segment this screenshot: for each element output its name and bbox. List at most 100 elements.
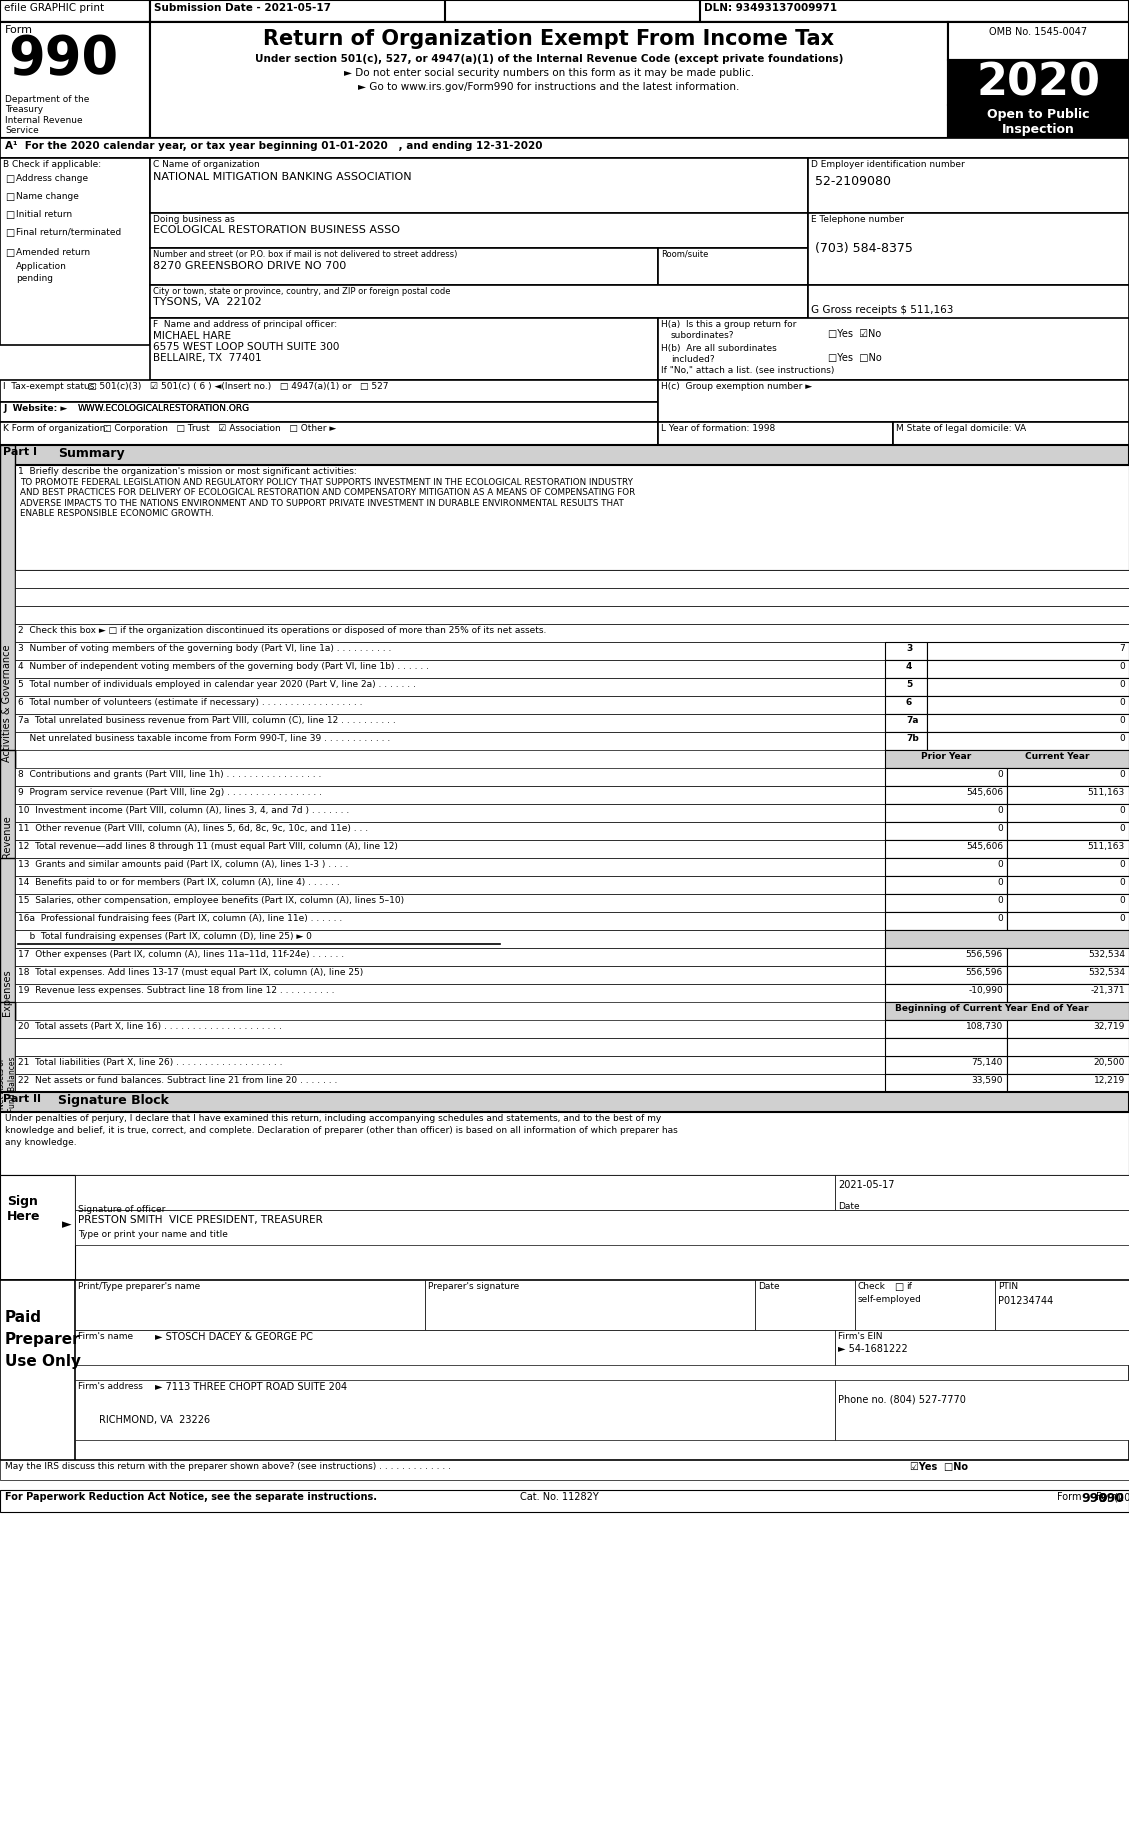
- Text: 0: 0: [1119, 680, 1124, 690]
- Text: 15  Salaries, other compensation, employee benefits (Part IX, column (A), lines : 15 Salaries, other compensation, employe…: [18, 896, 404, 905]
- Text: 0: 0: [997, 878, 1003, 887]
- Text: ► Go to www.irs.gov/Form990 for instructions and the latest information.: ► Go to www.irs.gov/Form990 for instruct…: [358, 81, 739, 92]
- Text: 0: 0: [1119, 896, 1124, 905]
- Bar: [1007, 857, 1129, 876]
- Bar: [425, 1280, 755, 1330]
- Text: 6: 6: [905, 699, 912, 706]
- Bar: [15, 588, 1129, 607]
- Text: if: if: [905, 1282, 912, 1291]
- Text: knowledge and belief, it is true, correct, and complete. Declaration of preparer: knowledge and belief, it is true, correc…: [5, 1127, 677, 1136]
- Bar: [75, 1175, 835, 1210]
- Text: Use Only: Use Only: [5, 1353, 81, 1368]
- Bar: [15, 465, 1129, 570]
- Text: Current Year: Current Year: [1025, 752, 1089, 762]
- Text: City or town, state or province, country, and ZIP or foreign postal code: City or town, state or province, country…: [154, 288, 450, 297]
- Bar: [150, 247, 658, 286]
- Bar: [75, 1330, 835, 1365]
- Bar: [0, 1280, 1129, 1460]
- Bar: [658, 422, 893, 444]
- Bar: [15, 607, 1129, 623]
- Bar: [15, 695, 885, 714]
- Bar: [15, 767, 885, 786]
- Bar: [0, 22, 150, 138]
- Bar: [75, 1379, 835, 1440]
- Text: 6575 WEST LOOP SOUTH SUITE 300: 6575 WEST LOOP SOUTH SUITE 300: [154, 341, 340, 352]
- Bar: [1007, 804, 1129, 822]
- Text: 0: 0: [1119, 915, 1124, 924]
- Text: Sign: Sign: [7, 1195, 38, 1208]
- Bar: [1007, 1020, 1129, 1038]
- Text: Paid: Paid: [5, 1309, 42, 1326]
- Text: 4: 4: [905, 662, 912, 671]
- Text: Date: Date: [838, 1202, 859, 1212]
- Text: WWW.ECOLOGICALRESTORATION.ORG: WWW.ECOLOGICALRESTORATION.ORG: [78, 404, 251, 413]
- Bar: [885, 1001, 1129, 1020]
- Text: TYSONS, VA  22102: TYSONS, VA 22102: [154, 297, 262, 306]
- Bar: [15, 732, 885, 751]
- Text: ►: ►: [62, 1219, 71, 1232]
- Text: 0: 0: [1119, 771, 1124, 778]
- Bar: [0, 1280, 75, 1460]
- Text: Type or print your name and title: Type or print your name and title: [78, 1230, 228, 1239]
- Text: 3  Number of voting members of the governing body (Part VI, line 1a) . . . . . .: 3 Number of voting members of the govern…: [18, 644, 392, 653]
- Bar: [1007, 913, 1129, 929]
- Text: 6  Total number of volunteers (estimate if necessary) . . . . . . . . . . . . . : 6 Total number of volunteers (estimate i…: [18, 699, 362, 706]
- Bar: [755, 1280, 855, 1330]
- Text: ► STOSCH DACEY & GEORGE PC: ► STOSCH DACEY & GEORGE PC: [155, 1331, 313, 1342]
- Bar: [15, 1073, 885, 1092]
- Text: 7a: 7a: [905, 715, 919, 725]
- Text: Phone no. (804) 527-7770: Phone no. (804) 527-7770: [838, 1396, 966, 1405]
- Bar: [885, 732, 927, 751]
- Text: Amended return: Amended return: [16, 247, 90, 256]
- Bar: [885, 642, 927, 660]
- Text: 0: 0: [997, 806, 1003, 815]
- Text: 2021-05-17: 2021-05-17: [838, 1180, 894, 1189]
- Text: DLN: 93493137009971: DLN: 93493137009971: [704, 4, 837, 13]
- Bar: [15, 642, 885, 660]
- Text: 532,534: 532,534: [1088, 968, 1124, 977]
- Text: 990: 990: [1080, 1492, 1108, 1505]
- Text: Department of the
Treasury
Internal Revenue
Service: Department of the Treasury Internal Reve…: [5, 96, 89, 135]
- Text: □ 501(c)(3)   ☑ 501(c) ( 6 ) ◄(Insert no.)   □ 4947(a)(1) or   □ 527: □ 501(c)(3) ☑ 501(c) ( 6 ) ◄(Insert no.)…: [88, 382, 388, 391]
- Text: □: □: [894, 1282, 903, 1293]
- Bar: [885, 804, 1007, 822]
- Text: 990: 990: [8, 33, 119, 85]
- Text: ECOLOGICAL RESTORATION BUSINESS ASSO: ECOLOGICAL RESTORATION BUSINESS ASSO: [154, 225, 400, 234]
- Text: 4  Number of independent voting members of the governing body (Part VI, line 1b): 4 Number of independent voting members o…: [18, 662, 429, 671]
- Bar: [0, 138, 1129, 159]
- Text: H(a)  Is this a group return for: H(a) Is this a group return for: [660, 321, 796, 328]
- Text: D Employer identification number: D Employer identification number: [811, 160, 965, 170]
- Text: 5: 5: [905, 680, 912, 690]
- Text: 0: 0: [1119, 878, 1124, 887]
- Bar: [15, 822, 885, 841]
- Text: Expenses: Expenses: [2, 968, 12, 1016]
- Bar: [885, 1057, 1007, 1073]
- Text: 9  Program service revenue (Part VIII, line 2g) . . . . . . . . . . . . . . . . : 9 Program service revenue (Part VIII, li…: [18, 787, 322, 797]
- Bar: [0, 1460, 1129, 1481]
- Text: Firm's EIN: Firm's EIN: [838, 1331, 883, 1341]
- Text: F  Name and address of principal officer:: F Name and address of principal officer:: [154, 321, 338, 328]
- Bar: [0, 380, 658, 402]
- Text: efile GRAPHIC print: efile GRAPHIC print: [5, 4, 104, 13]
- Bar: [15, 660, 885, 679]
- Bar: [885, 948, 1007, 966]
- Bar: [948, 61, 1129, 105]
- Bar: [835, 1379, 1129, 1440]
- Text: 10  Investment income (Part VIII, column (A), lines 3, 4, and 7d ) . . . . . . .: 10 Investment income (Part VIII, column …: [18, 806, 349, 815]
- Bar: [0, 1001, 15, 1110]
- Text: Doing business as: Doing business as: [154, 216, 235, 223]
- Text: Part II: Part II: [3, 1093, 41, 1105]
- Text: 20,500: 20,500: [1094, 1058, 1124, 1068]
- Text: self-employed: self-employed: [858, 1294, 922, 1304]
- Bar: [700, 0, 1129, 22]
- Bar: [15, 1057, 885, 1073]
- Bar: [855, 1280, 995, 1330]
- Text: Submission Date - 2021-05-17: Submission Date - 2021-05-17: [154, 4, 331, 13]
- Bar: [658, 247, 808, 286]
- Text: ► 54-1681222: ► 54-1681222: [838, 1344, 908, 1353]
- Text: □: □: [5, 192, 15, 203]
- Text: 20  Total assets (Part X, line 16) . . . . . . . . . . . . . . . . . . . . .: 20 Total assets (Part X, line 16) . . . …: [18, 1022, 282, 1031]
- Bar: [15, 804, 885, 822]
- Bar: [1007, 822, 1129, 841]
- Text: -10,990: -10,990: [969, 987, 1003, 996]
